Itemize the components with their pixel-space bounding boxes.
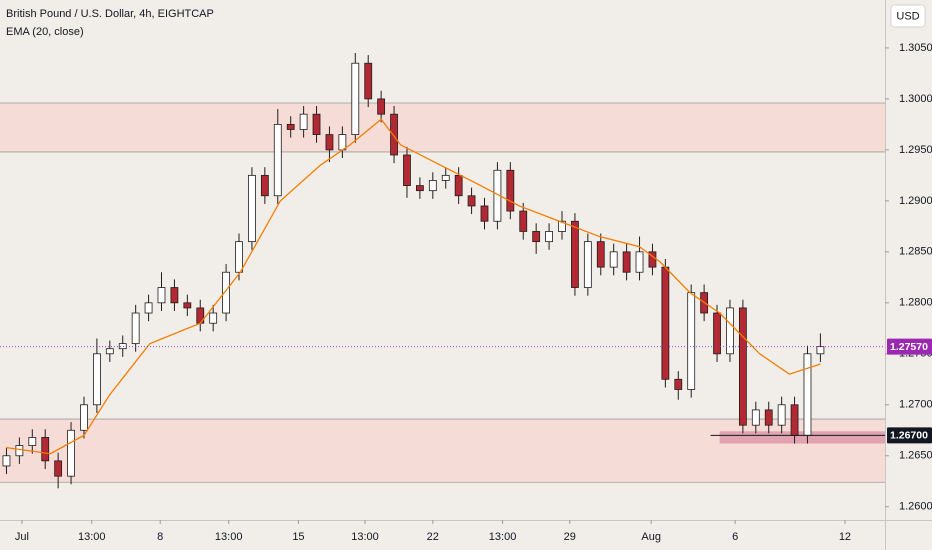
y-tick-label: 1.26000 [899, 501, 932, 513]
candle-body [183, 302, 192, 309]
candle-body [222, 271, 230, 314]
candle-body [131, 312, 140, 345]
candle-body [674, 378, 683, 390]
candle-body [558, 220, 566, 232]
candle-body [403, 154, 411, 186]
candle-body [609, 251, 618, 268]
y-tick-label: 1.27000 [899, 399, 932, 411]
candle-body [299, 113, 308, 130]
candle-body [803, 353, 812, 436]
candle-body [428, 180, 437, 192]
x-tick-label: 13:00 [351, 531, 379, 543]
candle-body [351, 62, 360, 135]
candle-body [2, 455, 11, 467]
candle-body [118, 343, 127, 350]
x-tick-label: 29 [564, 531, 576, 543]
candle-body [441, 174, 450, 181]
candle-body [713, 312, 721, 355]
x-tick-label: Aug [641, 531, 661, 543]
x-tick-label: Jul [15, 531, 29, 543]
candle-body [519, 210, 528, 232]
marks [0, 53, 885, 489]
candle-body [480, 205, 489, 222]
y-tick-label: 1.29000 [899, 195, 932, 207]
candle-body [80, 404, 88, 431]
ema-line [6, 118, 821, 455]
y-tick-label: 1.30500 [899, 42, 932, 54]
candle-body [467, 195, 476, 207]
y-tick-label: 1.28500 [899, 246, 932, 258]
y-tick-label: 1.28000 [899, 297, 932, 309]
candle-body [170, 287, 179, 304]
y-tick-label: 1.30000 [899, 93, 932, 105]
candle-body [390, 113, 398, 156]
candle-body [583, 241, 592, 288]
candle-body [764, 409, 773, 426]
candle-body [377, 98, 386, 115]
currency[interactable]: USD [896, 10, 919, 22]
candle-body [273, 123, 282, 197]
candle-body [726, 307, 734, 355]
candle-body [777, 404, 786, 426]
price-tag-label: 1.26700 [890, 430, 928, 442]
y-tick-label: 1.29500 [899, 144, 932, 156]
candle-body [209, 312, 218, 324]
x-tick-label: 15 [292, 531, 304, 543]
candle-body [790, 404, 799, 436]
candle-body [687, 292, 696, 390]
zone [0, 102, 885, 152]
zone [0, 419, 885, 483]
x-tick-label: 22 [427, 531, 439, 543]
candle-body [622, 251, 631, 273]
candle-body [41, 437, 50, 462]
candle-body [506, 169, 515, 212]
candle-body [67, 429, 75, 477]
x-tick-label: 13:00 [489, 531, 517, 543]
candle-body [454, 174, 463, 197]
x-tick-label: 13:00 [215, 531, 243, 543]
x-tick-label: 13:00 [78, 531, 106, 543]
currency-box[interactable] [890, 4, 926, 28]
candle-body [325, 134, 334, 151]
candle-body [92, 353, 101, 406]
candle-body [248, 174, 256, 243]
candle-body [235, 241, 243, 273]
candle-body [364, 62, 373, 100]
candle-body [415, 185, 424, 192]
candle-body [260, 174, 269, 197]
zones [0, 102, 885, 483]
candle-body [738, 307, 747, 426]
candle-body [54, 460, 63, 477]
x-tick-label: 8 [157, 531, 163, 543]
candle-body [751, 409, 760, 426]
candle-body [571, 220, 579, 288]
candle-body [105, 348, 114, 355]
price-tag-label: 1.27570 [890, 341, 928, 353]
indicator-legend: EMA (20, close) [6, 26, 84, 38]
price-tag [887, 427, 932, 444]
x-tick-label: 6 [732, 531, 738, 543]
candle-body [661, 266, 670, 380]
candle-body [286, 123, 295, 130]
highlight-zone [719, 431, 885, 444]
candle-body [545, 231, 553, 243]
price-tag [887, 338, 932, 355]
x-tick-label: 12 [839, 531, 851, 543]
candle-body [157, 287, 166, 304]
candle-body [28, 437, 37, 446]
candle-body [635, 251, 644, 273]
candle-body [338, 134, 347, 151]
chart-title: British Pound / U.S. Dollar, 4h, EIGHTCA… [6, 8, 214, 20]
candle-body [532, 231, 541, 243]
y-tick-label: 1.26500 [899, 450, 932, 462]
candle-body [816, 346, 825, 355]
candle-body [312, 113, 321, 135]
candle-body [596, 241, 605, 268]
candle-body [15, 445, 24, 457]
candle-body [144, 302, 153, 314]
